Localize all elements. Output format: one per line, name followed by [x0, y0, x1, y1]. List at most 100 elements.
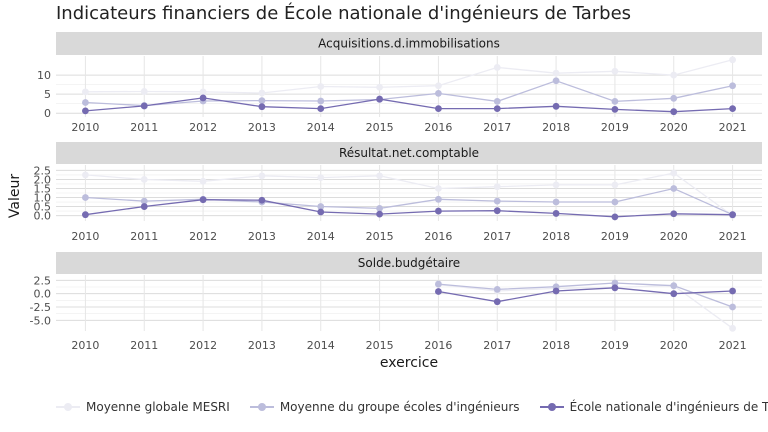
data-point	[611, 284, 619, 292]
x-tick-label: 2014	[307, 339, 335, 352]
data-point	[435, 280, 442, 288]
data-point	[82, 99, 89, 106]
facet-strip	[56, 142, 762, 164]
y-tick-label: 2.0	[34, 173, 52, 186]
y-tick-label: 0.0	[34, 288, 52, 301]
y-tick-label: -5.0	[30, 314, 51, 327]
x-tick-label: 2011	[130, 339, 158, 352]
y-tick-label: 2.5	[34, 274, 52, 287]
data-point	[729, 56, 736, 64]
data-point	[435, 288, 442, 295]
y-tick-label: 0.0	[34, 210, 52, 223]
facet-strip-label: Résultat.net.comptable	[339, 146, 479, 160]
data-point	[376, 172, 383, 180]
data-point	[376, 95, 383, 103]
data-point	[670, 282, 678, 290]
x-axis-title: exercice	[380, 355, 438, 371]
y-tick-label: 5	[44, 88, 51, 101]
x-tick-label: 2011	[130, 121, 158, 134]
x-tick-label: 2015	[366, 339, 394, 352]
x-tick-label: 2010	[71, 121, 99, 134]
data-point	[317, 83, 325, 90]
legend-key-icon	[249, 400, 274, 414]
data-point	[140, 176, 148, 183]
data-point	[611, 198, 619, 206]
data-point	[199, 177, 207, 185]
y-tick-label: 2.5	[34, 164, 52, 177]
data-point	[317, 105, 325, 113]
series-line	[438, 282, 733, 308]
data-point	[376, 204, 383, 212]
data-point	[258, 97, 266, 105]
legend-item: Moyenne du groupe écoles d'ingénieurs	[249, 400, 520, 414]
data-point	[82, 211, 89, 219]
x-tick-label: 2010	[71, 339, 99, 352]
x-tick-label: 2018	[542, 339, 570, 352]
y-tick-label: 10	[37, 69, 51, 82]
data-point	[376, 210, 383, 218]
y-tick-label: 1.0	[34, 192, 52, 205]
facet-strip	[56, 252, 762, 274]
data-point	[552, 210, 560, 217]
data-point	[258, 89, 266, 97]
series-line	[85, 172, 733, 217]
x-tick-label: 2013	[248, 121, 276, 134]
x-tick-label: 2021	[719, 230, 747, 243]
data-point	[611, 181, 619, 189]
x-tick-label: 2013	[248, 230, 276, 243]
facet-strip	[56, 32, 762, 55]
x-tick-label: 2014	[307, 230, 335, 243]
x-tick-label: 2015	[366, 230, 394, 243]
data-point	[82, 194, 89, 201]
data-point	[258, 196, 266, 204]
data-point	[611, 279, 619, 287]
x-tick-label: 2019	[601, 339, 629, 352]
data-point	[140, 203, 148, 210]
data-point	[82, 171, 89, 179]
data-point	[435, 105, 442, 113]
series-line	[85, 187, 733, 216]
legend-label: Moyenne globale MESRI	[86, 400, 230, 414]
x-tick-label: 2018	[542, 230, 570, 243]
legend-key-icon	[56, 400, 80, 414]
y-tick-label: 0.5	[34, 201, 52, 214]
data-point	[670, 185, 678, 192]
data-point	[258, 172, 266, 180]
x-tick-label: 2019	[601, 230, 629, 243]
data-point	[82, 88, 89, 96]
legend-key-icon	[539, 400, 564, 414]
data-point	[493, 183, 501, 191]
data-point	[317, 97, 325, 105]
data-point	[611, 105, 619, 113]
data-point	[493, 105, 501, 113]
data-point	[435, 82, 442, 90]
data-point	[493, 298, 501, 306]
y-tick-label: -2.5	[30, 301, 51, 314]
data-point	[552, 181, 560, 189]
x-tick-label: 2017	[483, 339, 511, 352]
data-point	[317, 174, 325, 182]
data-point	[140, 88, 148, 95]
data-point	[552, 102, 560, 110]
x-tick-label: 2017	[483, 121, 511, 134]
data-point	[493, 97, 501, 105]
data-point	[729, 82, 736, 90]
data-point	[670, 94, 678, 102]
data-point	[317, 208, 325, 216]
data-point	[493, 207, 501, 215]
data-point	[670, 210, 678, 218]
series-line	[85, 80, 733, 107]
data-point	[552, 198, 560, 206]
data-point	[611, 213, 619, 221]
series-line	[85, 59, 733, 94]
data-point	[82, 107, 89, 115]
x-tick-label: 2017	[483, 230, 511, 243]
x-tick-label: 2020	[660, 339, 688, 352]
data-point	[670, 290, 678, 298]
data-point	[729, 287, 736, 295]
x-tick-label: 2014	[307, 121, 335, 134]
legend-label: École nationale d'ingénieurs de Tarbes	[569, 400, 768, 414]
x-tick-label: 2011	[130, 230, 158, 243]
x-tick-label: 2019	[601, 121, 629, 134]
